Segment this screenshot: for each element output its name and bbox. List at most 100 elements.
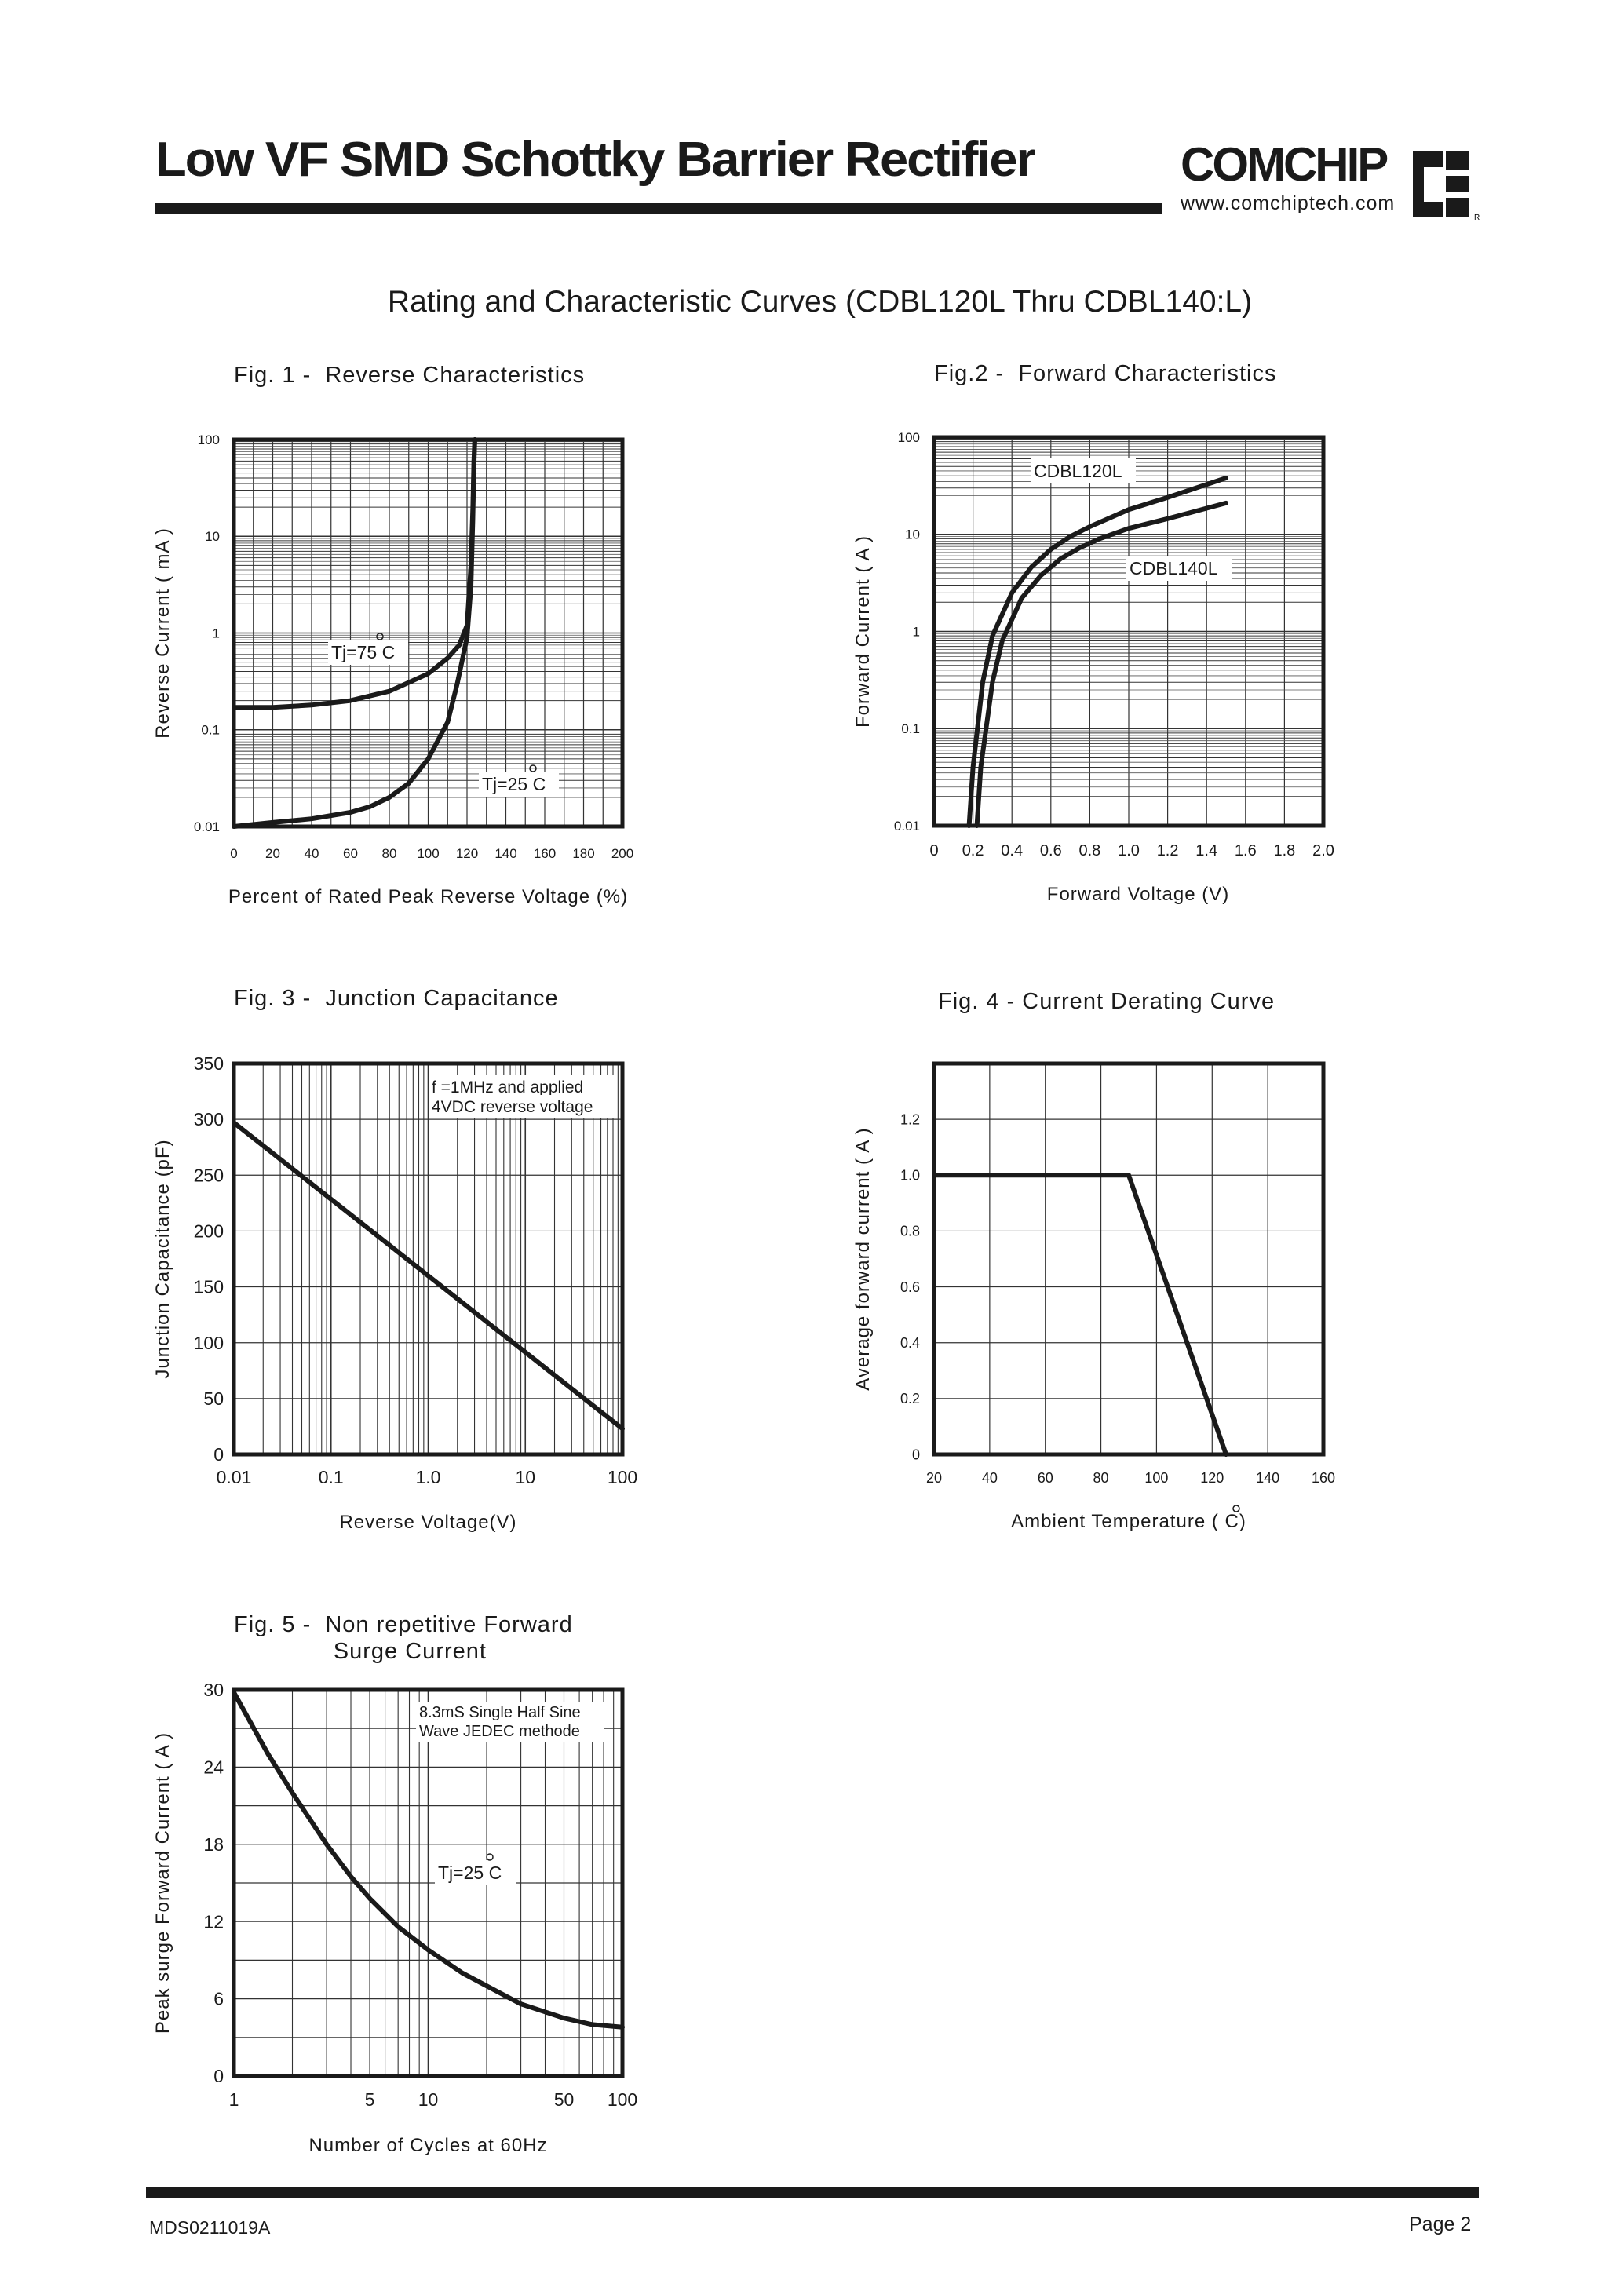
fig4-x-tick-label: 40	[982, 1470, 998, 1486]
fig5-y-tick-label: 24	[203, 1757, 224, 1777]
fig4-x-tick-label: 60	[1038, 1470, 1053, 1486]
brand-name: COMCHIP	[1181, 138, 1389, 191]
fig2-y-tick-label: 100	[898, 430, 920, 445]
fig3-x-axis-label: Reverse Voltage(V)	[339, 1512, 516, 1533]
fig5-y-tick-label: 30	[203, 1680, 224, 1700]
fig1-x-tick-label: 60	[343, 846, 358, 861]
fig1-annotation-tj25: Tj=25 C	[482, 774, 546, 794]
fig3-annotation-line2: 4VDC reverse voltage	[432, 1098, 593, 1116]
fig1-x-tick-label: 160	[534, 846, 556, 861]
fig2-x-tick-label: 1.0	[1118, 842, 1140, 859]
fig4-x-axis-label: Ambient Temperature ( C)	[1011, 1511, 1246, 1532]
fig4-x-tick-label: 100	[1144, 1470, 1168, 1486]
fig4-series-line	[932, 1173, 1228, 1457]
fig5-annotation-tj25-bg	[435, 1860, 516, 1885]
fig1-y-tick-label: 0.01	[194, 819, 220, 834]
fig4-plot-frame	[932, 1061, 1326, 1457]
fig3-y-tick-label: 200	[194, 1220, 224, 1241]
document-code: MDS0211019A	[149, 2217, 271, 2238]
fig5-annotation-tj25: Tj=25 C	[438, 1863, 502, 1883]
fig1-y-tick-label: 1	[213, 626, 220, 640]
fig2-x-tick-label: 0.6	[1040, 842, 1062, 859]
fig4-y-tick-label: 0.6	[900, 1279, 920, 1295]
fig5-x-tick-label: 10	[418, 2089, 439, 2110]
fig3-y-tick-label: 150	[194, 1277, 224, 1297]
fig2-y-axis-label: Forward Current ( A )	[852, 535, 874, 728]
fig2-y-tick-label: 1	[913, 624, 920, 639]
fig2-x-tick-label: 1.8	[1273, 842, 1295, 859]
fig1-annotation-tj25-bg	[479, 772, 559, 797]
fig3-y-tick-label: 350	[194, 1053, 224, 1074]
fig5-y-tick-label: 0	[213, 2066, 224, 2086]
fig1-annotation-tj75: Tj=75 C	[331, 642, 395, 662]
fig1-title: Fig. 1 - Reverse Characteristics	[234, 363, 586, 388]
fig2-series-label-cdbl140l: CDBL140L	[1130, 558, 1218, 578]
fig3-y-tick-label: 250	[194, 1165, 224, 1185]
fig1-x-tick-label: 100	[417, 846, 439, 861]
fig5-y-tick-label: 6	[213, 1989, 224, 2009]
fig1-x-axis-label: Percent of Rated Peak Reverse Voltage (%…	[228, 886, 628, 907]
footer-divider	[146, 2187, 1479, 2198]
fig1-plot-frame	[232, 437, 625, 829]
fig1-x-tick-label: 140	[494, 846, 516, 861]
fig4-x-tick-label: 20	[926, 1470, 942, 1486]
fig2-x-tick-label: 2.0	[1312, 842, 1334, 859]
fig1-x-tick-label: 0	[230, 846, 237, 861]
fig3-x-tick-label: 0.1	[319, 1467, 344, 1487]
fig3-y-tick-label: 300	[194, 1109, 224, 1129]
fig4-y-axis-label: Average forward current ( A )	[852, 1127, 874, 1390]
fig2-x-tick-label: 1.6	[1235, 842, 1257, 859]
fig2-x-axis-label: Forward Voltage (V)	[1047, 884, 1229, 905]
fig2-x-tick-label: 0	[929, 842, 938, 859]
brand-logo-icon: R	[1413, 151, 1480, 222]
fig4-title: Fig. 4 - Current Derating Curve	[938, 989, 1275, 1014]
section-title: Rating and Characteristic Curves (CDBL12…	[387, 285, 1253, 319]
fig4-degree-symbol	[1232, 1505, 1240, 1512]
fig1-y-axis-label: Reverse Current ( mA )	[152, 527, 173, 739]
fig5-annotation-line1-bg	[416, 1702, 604, 1724]
fig5-title: Fig. 5 - Non repetitive Forward Surge Cu…	[234, 1612, 573, 1664]
fig3-y-tick-label: 0	[213, 1444, 224, 1465]
fig1-x-tick-label: 40	[305, 846, 319, 861]
fig2-y-tick-label: 0.01	[894, 819, 920, 834]
fig5-plot-frame	[232, 1688, 625, 2078]
fig2-x-tick-label: 1.2	[1157, 842, 1179, 859]
fig1-series-line-tj-25-c	[232, 437, 477, 829]
fig3-title: Fig. 3 - Junction Capacitance	[234, 986, 559, 1011]
fig2-y-tick-label: 0.1	[901, 721, 920, 736]
fig5-x-tick-label: 5	[365, 2089, 375, 2110]
fig3-y-tick-label: 50	[203, 1388, 224, 1409]
fig2-series-line-cdbl140l	[974, 500, 1228, 828]
fig3-y-tick-label: 100	[194, 1333, 224, 1353]
fig5-annotation-line2: Wave JEDEC methode	[419, 1723, 580, 1740]
fig4-y-tick-label: 1.0	[900, 1168, 920, 1184]
fig4-y-tick-label: 0.2	[900, 1391, 920, 1407]
fig5-x-tick-label: 50	[554, 2089, 575, 2110]
fig4-y-tick-label: 0.4	[900, 1335, 920, 1351]
fig3-y-axis-label: Junction Capacitance (pF)	[152, 1139, 173, 1378]
fig5-y-tick-label: 12	[203, 1911, 224, 1932]
fig1-annotation-tj75-bg	[328, 640, 408, 665]
fig1-y-tick-label: 100	[198, 432, 220, 447]
fig1-y-tick-label: 0.1	[201, 723, 220, 738]
fig4-y-tick-label: 0	[912, 1447, 920, 1462]
fig2-title: Fig.2 - Forward Characteristics	[934, 361, 1277, 386]
fig5-y-tick-label: 18	[203, 1834, 224, 1855]
fig4-x-tick-label: 160	[1312, 1470, 1335, 1486]
fig3-annotation-line1: f =1MHz and applied	[432, 1078, 583, 1096]
fig3-x-tick-label: 1.0	[416, 1467, 441, 1487]
fig3-series-line	[232, 1120, 625, 1432]
page-title: Low VF SMD Schottky Barrier Rectifier	[155, 133, 1036, 187]
fig5-x-tick-label: 100	[608, 2089, 637, 2110]
fig3-plot-frame	[232, 1061, 625, 1457]
fig3-x-tick-label: 100	[608, 1467, 637, 1487]
fig1-x-tick-label: 120	[456, 846, 478, 861]
fig3-x-tick-label: 0.01	[217, 1467, 252, 1487]
fig5-x-axis-label: Number of Cycles at 60Hz	[308, 2135, 547, 2156]
fig1-x-tick-label: 200	[611, 846, 633, 861]
fig1-x-tick-label: 20	[265, 846, 280, 861]
brand-url: www.comchiptech.com	[1181, 192, 1396, 214]
fig2-plot-frame	[932, 435, 1326, 828]
fig5-annotation-line2-bg	[416, 1720, 604, 1742]
